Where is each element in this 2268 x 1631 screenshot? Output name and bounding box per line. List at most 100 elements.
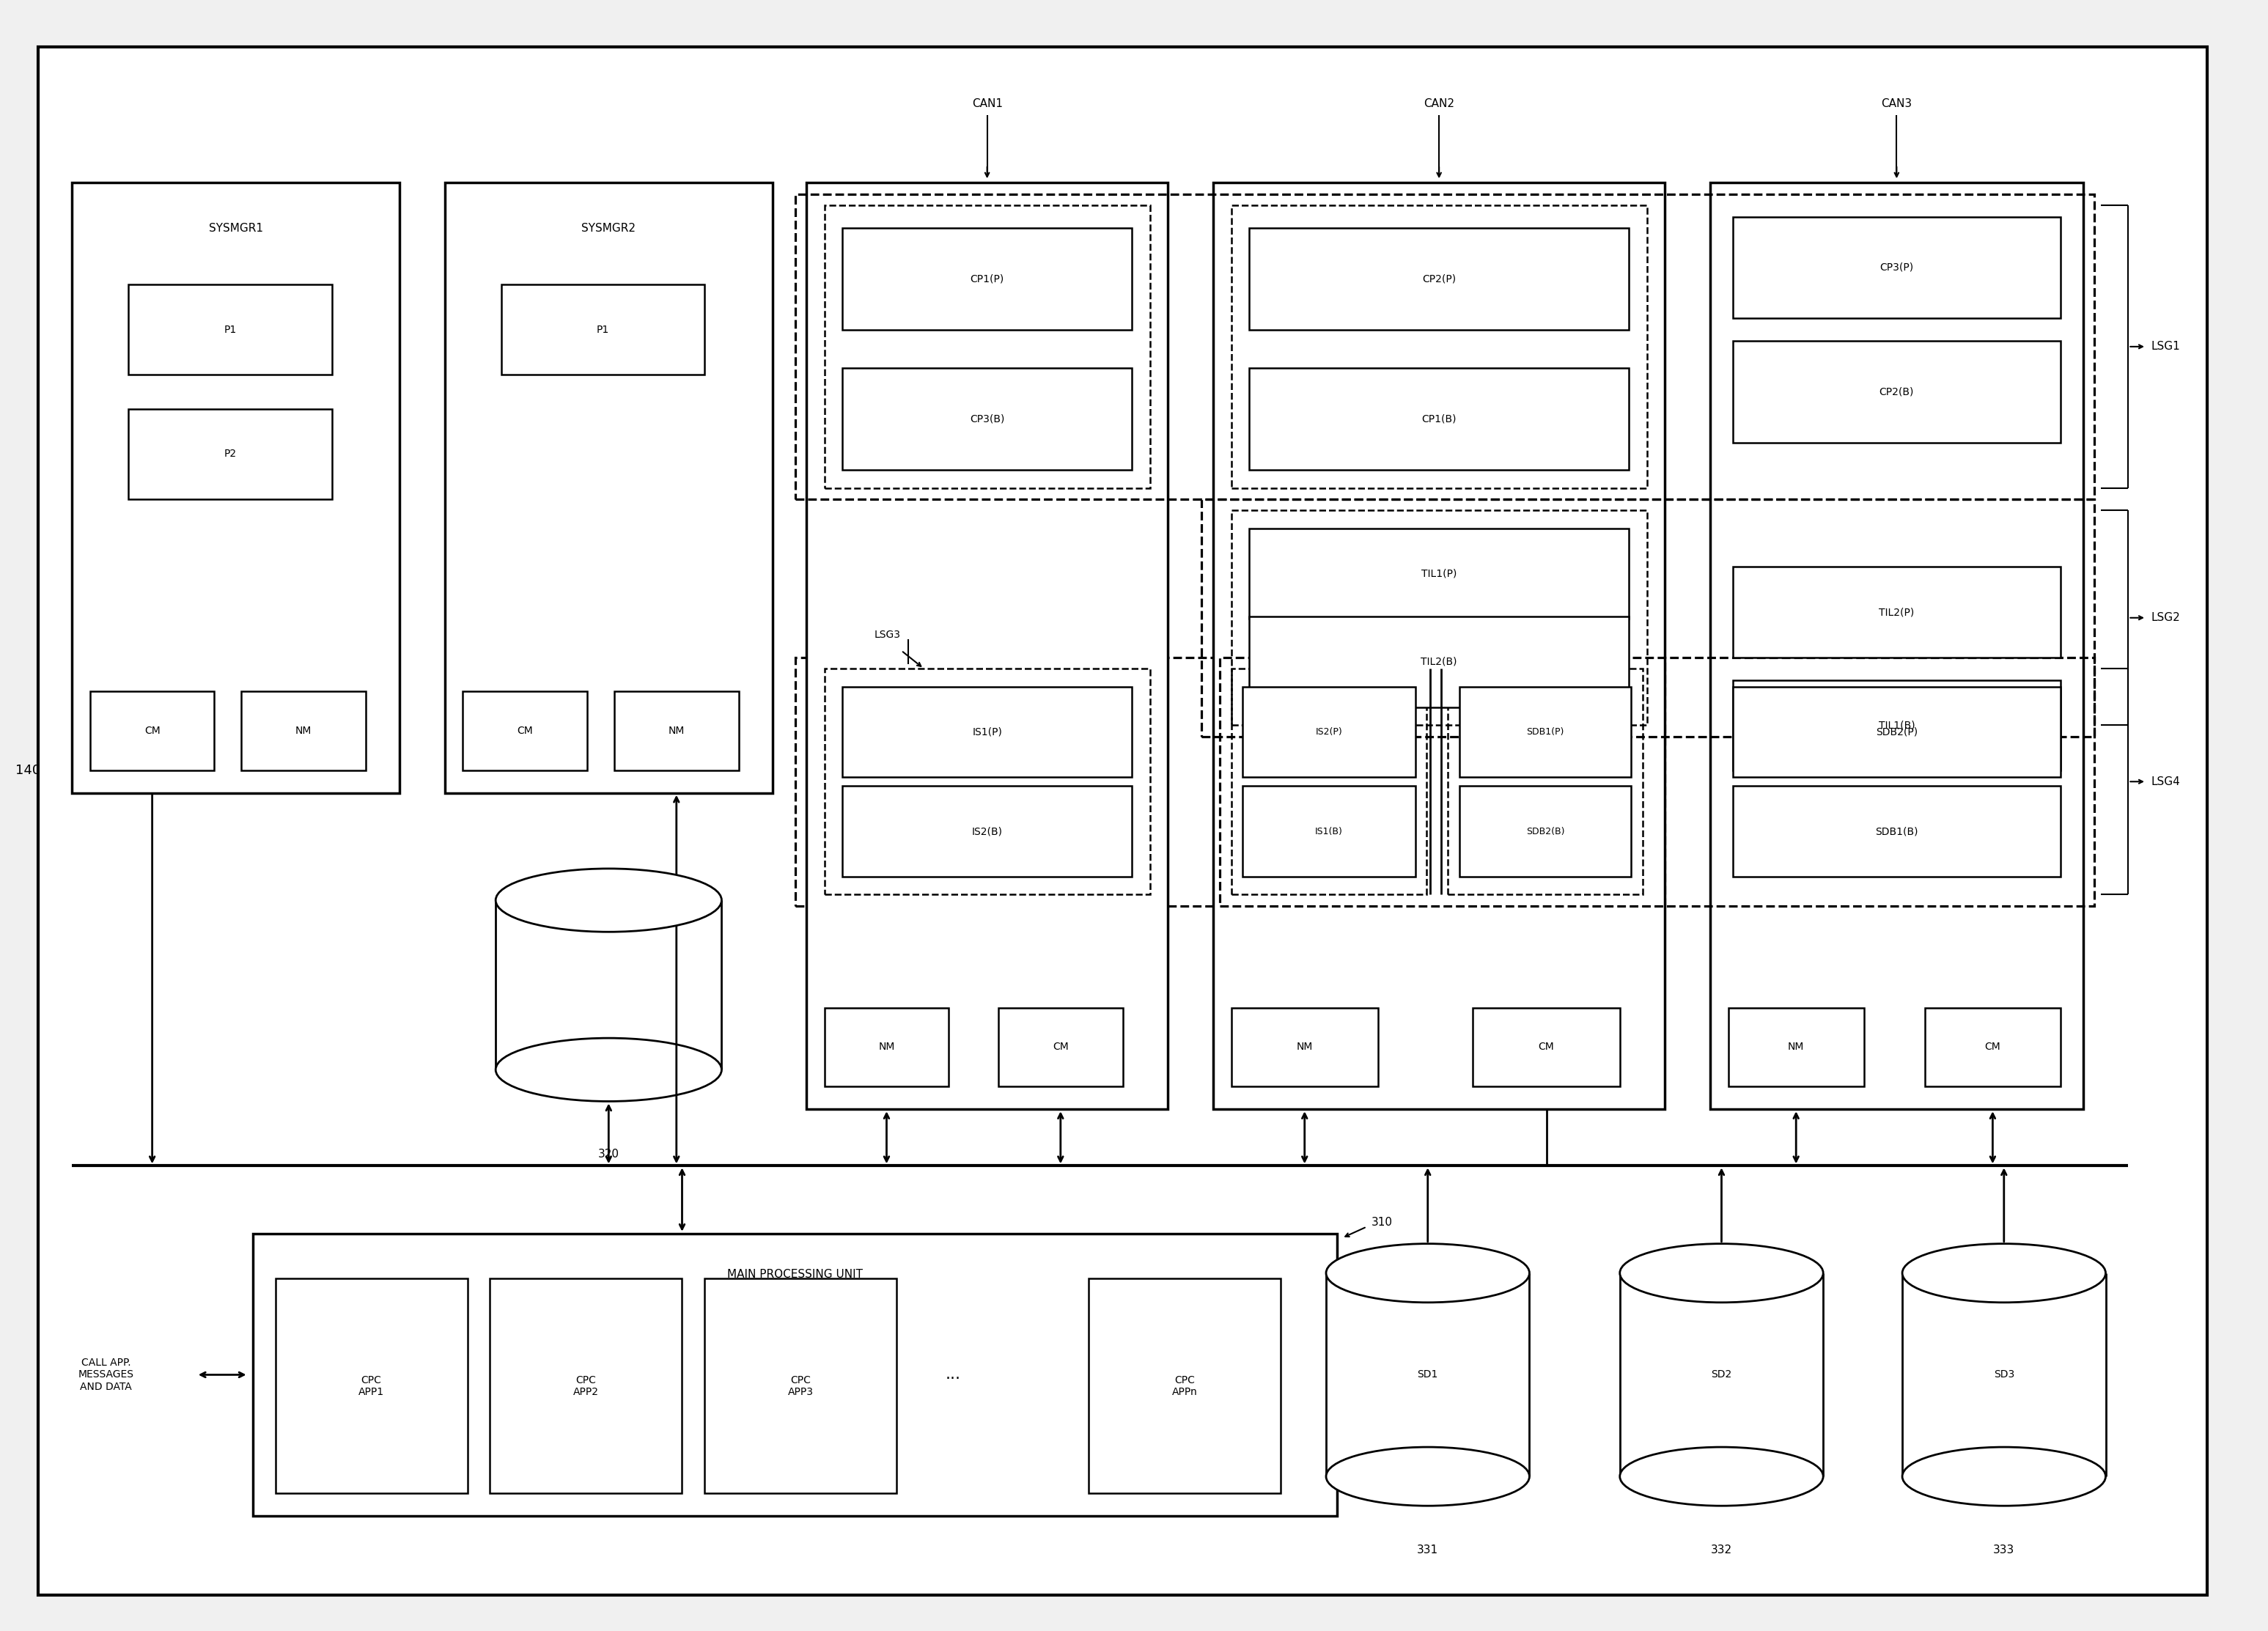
Text: 140: 140 — [16, 763, 41, 776]
Text: CP2(B): CP2(B) — [1880, 387, 1914, 396]
Text: 331: 331 — [1418, 1545, 1438, 1556]
Bar — [1447, 669, 1642, 894]
Text: TIL2(B): TIL2(B) — [1422, 657, 1458, 667]
Bar — [129, 409, 331, 499]
Text: P2: P2 — [225, 449, 236, 458]
Text: CAN1: CAN1 — [971, 98, 1002, 109]
Ellipse shape — [1327, 1447, 1529, 1505]
Text: CM: CM — [1052, 1042, 1068, 1052]
Text: CP3(P): CP3(P) — [1880, 263, 1914, 272]
Text: LSG3: LSG3 — [873, 630, 900, 639]
Text: IS1(B): IS1(B) — [1315, 827, 1343, 837]
Text: CP3(B): CP3(B) — [971, 414, 1005, 424]
Bar — [1327, 1274, 1529, 1476]
Text: CAN3: CAN3 — [1880, 98, 1912, 109]
Text: CP2(P): CP2(P) — [1422, 274, 1456, 284]
Text: CP1(B): CP1(B) — [1422, 414, 1456, 424]
Text: IS2(P): IS2(P) — [1315, 727, 1343, 737]
Bar — [1220, 657, 2093, 905]
Bar — [1733, 687, 2059, 776]
Bar — [841, 369, 1132, 470]
Bar — [1458, 786, 1631, 876]
Bar — [91, 692, 215, 770]
Bar — [1250, 617, 1628, 706]
Ellipse shape — [497, 1037, 721, 1101]
Text: CPC
APP1: CPC APP1 — [358, 1375, 383, 1398]
Text: CPC
APP2: CPC APP2 — [574, 1375, 599, 1398]
Bar — [490, 1279, 683, 1494]
Ellipse shape — [1903, 1244, 2105, 1303]
Text: SDB1(P): SDB1(P) — [1526, 727, 1565, 737]
Text: LSG2: LSG2 — [2150, 612, 2180, 623]
Bar — [1733, 680, 2059, 770]
Bar — [445, 183, 773, 793]
Ellipse shape — [1903, 1447, 2105, 1505]
Text: LSG4: LSG4 — [2150, 776, 2180, 788]
Text: SD3: SD3 — [1994, 1370, 2014, 1380]
Bar — [463, 692, 587, 770]
Bar — [1903, 1274, 2105, 1476]
Bar — [826, 1008, 948, 1086]
Bar — [1926, 1008, 2059, 1086]
Bar — [129, 284, 331, 375]
Text: CM: CM — [1984, 1042, 2000, 1052]
Bar — [796, 657, 1665, 905]
Bar — [497, 900, 721, 1070]
Bar — [274, 1279, 467, 1494]
Bar — [501, 284, 705, 375]
Ellipse shape — [1619, 1244, 1823, 1303]
Bar — [841, 228, 1132, 329]
Bar — [705, 1279, 896, 1494]
Text: SD2: SD2 — [1710, 1370, 1733, 1380]
Text: 310: 310 — [1372, 1217, 1393, 1228]
Text: SYSMGR1: SYSMGR1 — [209, 222, 263, 233]
Text: CM: CM — [145, 726, 161, 736]
Bar — [1232, 669, 1427, 894]
Bar — [1089, 1279, 1281, 1494]
Bar — [826, 206, 1150, 488]
Text: SD1: SD1 — [1418, 1370, 1438, 1380]
Text: SDB2(B): SDB2(B) — [1526, 827, 1565, 837]
Text: CM: CM — [1538, 1042, 1554, 1052]
Text: SDB2(P): SDB2(P) — [1876, 727, 1916, 737]
Text: NM: NM — [669, 726, 685, 736]
Bar — [1733, 217, 2059, 318]
Bar — [796, 194, 2093, 499]
Bar — [1728, 1008, 1864, 1086]
Bar — [1733, 341, 2059, 442]
Bar — [1710, 183, 2082, 1109]
Bar — [1232, 1008, 1379, 1086]
Bar — [807, 183, 1168, 1109]
Bar — [1232, 511, 1647, 726]
Text: TIL2(P): TIL2(P) — [1878, 607, 1914, 617]
Text: ...: ... — [946, 1367, 962, 1381]
Text: NM: NM — [878, 1042, 896, 1052]
Bar — [1250, 528, 1628, 618]
Text: CPC
APP3: CPC APP3 — [787, 1375, 814, 1398]
Bar — [1619, 1274, 1823, 1476]
Bar — [1213, 183, 1665, 1109]
Bar — [1733, 568, 2059, 657]
Text: TIL1(B): TIL1(B) — [1878, 719, 1914, 731]
Text: IS1(P): IS1(P) — [973, 727, 1002, 737]
Bar — [841, 786, 1132, 876]
Text: CPC
APPn: CPC APPn — [1173, 1375, 1198, 1398]
Bar — [826, 669, 1150, 894]
Text: NM: NM — [295, 726, 311, 736]
Text: CALL APP.
MESSAGES
AND DATA: CALL APP. MESSAGES AND DATA — [77, 1357, 134, 1391]
Bar — [1458, 687, 1631, 776]
Ellipse shape — [497, 869, 721, 931]
Bar — [240, 692, 365, 770]
Bar — [1202, 499, 2093, 737]
Text: MAIN PROCESSING UNIT: MAIN PROCESSING UNIT — [728, 1269, 862, 1280]
Text: SYSMGR2: SYSMGR2 — [581, 222, 635, 233]
Text: NM: NM — [1787, 1042, 1805, 1052]
Bar — [1733, 786, 2059, 876]
Text: P1: P1 — [596, 325, 610, 334]
Bar — [252, 1233, 1338, 1515]
Text: CM: CM — [517, 726, 533, 736]
Bar — [1243, 687, 1415, 776]
Text: TIL1(P): TIL1(P) — [1422, 569, 1456, 579]
Text: 332: 332 — [1710, 1545, 1733, 1556]
Text: 320: 320 — [599, 1148, 619, 1160]
